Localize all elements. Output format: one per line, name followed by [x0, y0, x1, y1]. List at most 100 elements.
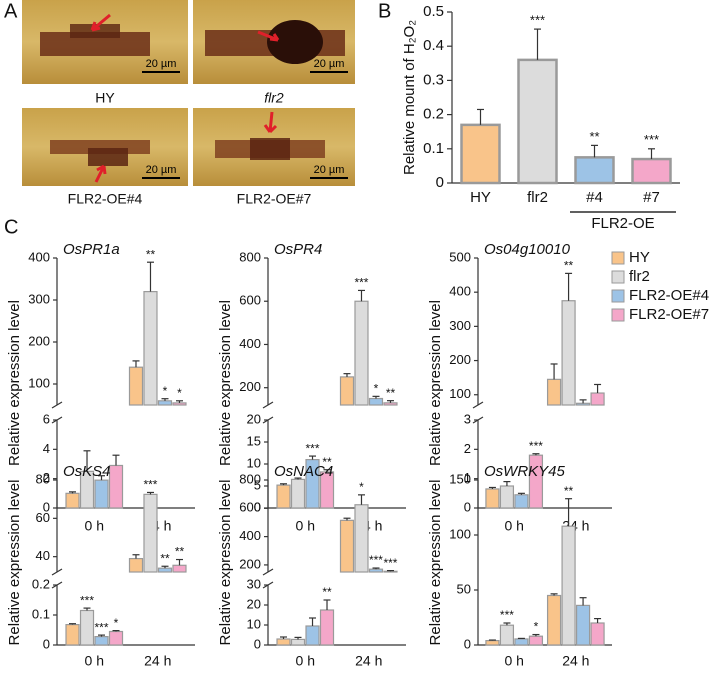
y-tick-label: 300	[449, 318, 471, 333]
legend-swatch	[611, 289, 625, 303]
panel-label: B	[378, 0, 391, 22]
bar	[499, 624, 515, 646]
bar	[383, 402, 398, 406]
bar	[339, 519, 355, 573]
x-tick-label: HY	[470, 189, 491, 206]
axis-break	[472, 416, 484, 424]
y-tick-label: 15	[247, 433, 261, 448]
significance: **	[322, 585, 332, 599]
bar	[575, 402, 591, 406]
bar	[354, 300, 369, 406]
y-tick-label: 50	[457, 581, 471, 596]
significance: *	[177, 386, 182, 400]
bar	[65, 492, 80, 509]
y-tick-label: 600	[239, 500, 261, 515]
chart-title: OsWRKY45	[484, 463, 566, 480]
x-tick-label: 24 h	[562, 653, 589, 669]
bar	[460, 123, 501, 185]
y-tick-label: 0	[436, 174, 444, 191]
y-tick-label: 0.4	[423, 37, 444, 54]
x-tick-label: 0 h	[504, 518, 523, 534]
y-tick-label: 5	[254, 477, 261, 492]
y-tick-label: 0.5	[423, 3, 444, 20]
panel-label: C	[4, 216, 18, 238]
bar	[514, 638, 529, 646]
bar	[172, 564, 187, 573]
y-tick-label: 500	[449, 249, 471, 264]
bar	[528, 635, 544, 646]
y-tick-label: 4	[43, 441, 50, 456]
legend-label: FLR2-OE#4	[629, 287, 709, 304]
chart-title: OsPR1a	[63, 241, 120, 258]
bar	[590, 392, 605, 406]
y-tick-label: 20	[247, 411, 261, 426]
y-tick-label: 400	[449, 284, 471, 299]
y-tick-label: 2	[464, 441, 471, 456]
y-tick-label: 30	[247, 576, 261, 591]
significance: *	[359, 480, 364, 494]
y-tick-label: 1	[464, 470, 471, 485]
significance: **	[589, 129, 599, 144]
significance: **	[564, 259, 574, 273]
axis-break	[262, 401, 274, 409]
bar	[94, 635, 109, 646]
legend-label: HY	[629, 249, 650, 266]
bar	[590, 622, 605, 646]
significance: *	[534, 620, 539, 634]
y-tick-label: 3	[464, 411, 471, 426]
significance: ***	[95, 620, 109, 634]
significance: **	[322, 455, 332, 469]
significance: *	[374, 382, 379, 396]
bar	[517, 58, 558, 185]
legend-label: flr2	[629, 268, 650, 285]
bar	[290, 638, 306, 646]
y-tick-label: 20	[247, 596, 261, 611]
bar	[514, 494, 529, 509]
y-tick-label: 80	[36, 471, 50, 486]
bar	[575, 604, 591, 646]
y-tick-label: 400	[239, 336, 261, 351]
y-tick-label: 0	[43, 499, 50, 514]
bar	[276, 638, 291, 646]
axis-break	[472, 401, 484, 409]
y-tick-label: 100	[28, 375, 50, 390]
bar	[499, 485, 515, 509]
x-tick-label: 24 h	[144, 653, 171, 669]
bar	[65, 623, 80, 646]
bar	[339, 376, 355, 406]
significance: **	[146, 247, 156, 261]
bar	[383, 570, 398, 573]
y-tick-label: 800	[239, 249, 261, 264]
y-axis-label: Relative mount of H₂O₂	[401, 20, 418, 175]
bar	[546, 594, 562, 646]
significance: **	[175, 545, 185, 559]
significance: ***	[529, 439, 543, 453]
y-tick-label: 100	[449, 526, 471, 541]
y-tick-label: 0	[43, 636, 50, 651]
bar	[368, 397, 384, 406]
x-tick-label: 0 h	[296, 518, 315, 534]
y-tick-label: 0.2	[32, 576, 50, 591]
image-label: flr2	[264, 90, 284, 106]
significance: ***	[530, 13, 545, 28]
significance: **	[564, 484, 574, 498]
x-tick-label: #4	[586, 189, 603, 206]
y-axis-label: Relative expression level	[6, 480, 23, 646]
panel-label: A	[4, 0, 18, 22]
axis-break	[262, 568, 274, 576]
significance: ***	[500, 608, 514, 622]
bar	[94, 479, 109, 509]
legend-swatch	[611, 308, 625, 322]
significance: *	[114, 616, 119, 630]
bar	[108, 630, 124, 646]
bar	[108, 464, 124, 509]
bar	[574, 156, 615, 185]
significance: ***	[354, 276, 368, 290]
scale-bar-label: 20 µm	[314, 58, 345, 70]
y-tick-label: 200	[239, 556, 261, 571]
significance: ***	[369, 553, 383, 567]
axis-break	[51, 401, 63, 409]
axis-break	[51, 568, 63, 576]
y-tick-label: 0	[254, 636, 261, 651]
bar	[143, 493, 158, 573]
